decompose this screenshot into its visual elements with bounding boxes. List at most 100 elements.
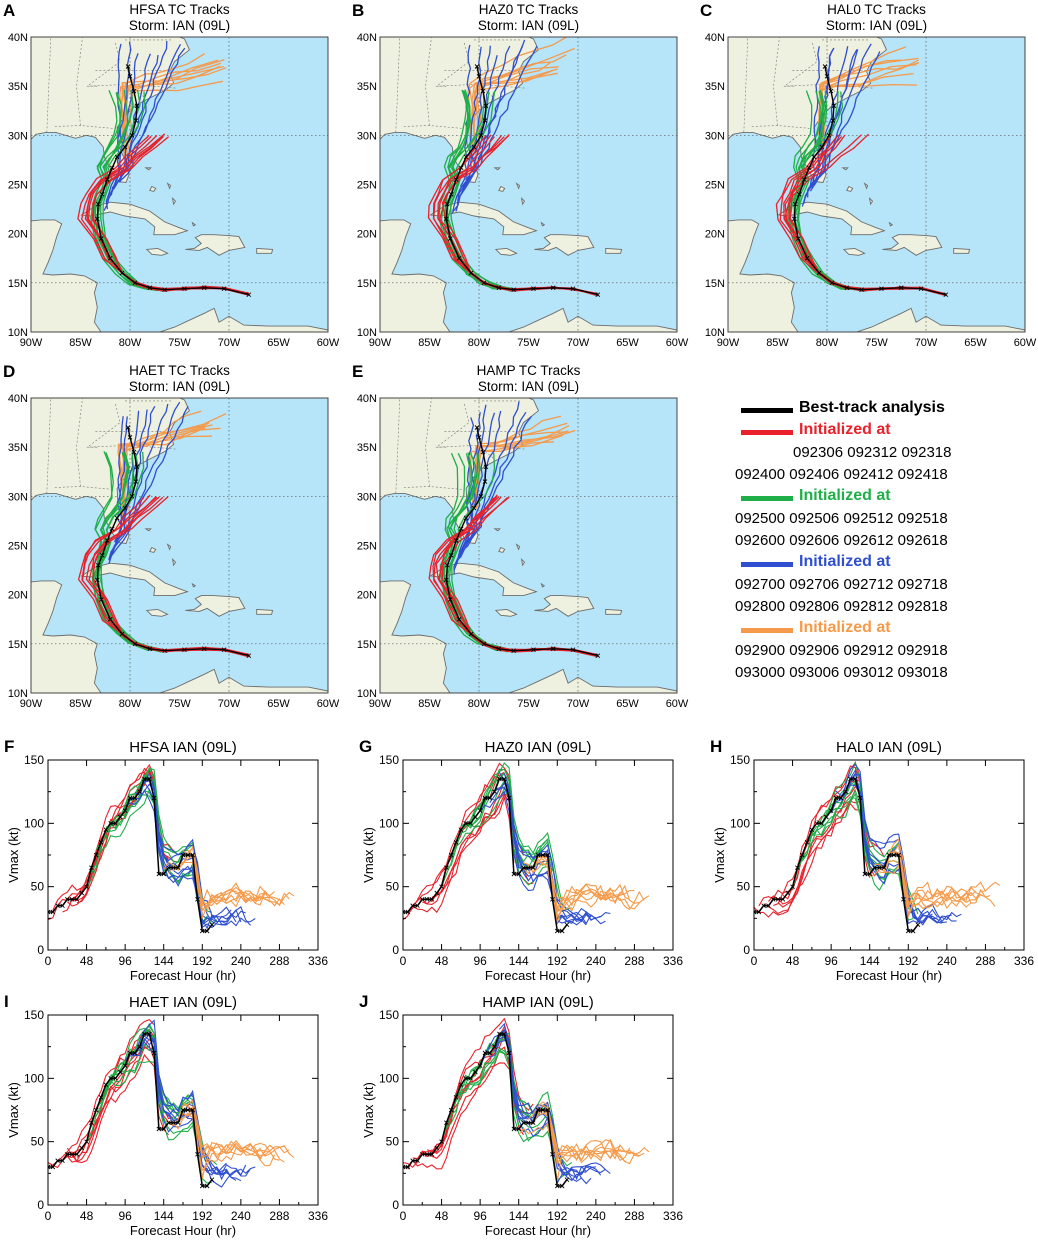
panel-letter: D	[3, 362, 15, 381]
best-track-marker-11	[96, 562, 101, 568]
x-tick-label: 0	[45, 954, 52, 968]
x-tick-label: 0	[751, 954, 758, 968]
vmax-best-marker-17	[833, 795, 839, 801]
vmax-best-marker-33	[204, 1183, 210, 1189]
best-track-marker-14	[458, 165, 464, 171]
x-tick-label: 144	[860, 954, 880, 968]
best-track-marker-4	[162, 287, 167, 293]
vmax-best-marker-13	[463, 821, 468, 826]
landmass-7	[493, 528, 501, 532]
vmax-best-marker-7	[785, 890, 791, 896]
best-track-marker-10	[95, 577, 100, 583]
vmax-green-10	[100, 1043, 203, 1179]
x-tick-label: 48	[80, 954, 94, 968]
track-orange-4	[122, 410, 202, 517]
lat-tick-label: 25N	[357, 541, 377, 553]
vmax-best-marker-3	[766, 903, 771, 908]
lon-tick-label: 85W	[69, 698, 92, 710]
track-blue-2	[108, 410, 140, 561]
best-track-marker-20	[131, 88, 137, 94]
map-subtitle: Storm: IAN (09L)	[478, 18, 579, 33]
track-blue-7	[455, 46, 538, 212]
best-track-marker-22	[474, 64, 480, 69]
vmax-best-marker-12	[809, 827, 815, 832]
vmax-best-marker-33	[204, 928, 210, 934]
best-track-marker-2	[550, 285, 556, 291]
panel-letter: F	[4, 737, 14, 756]
legend-init-times: 092700 092706 092712 092718	[735, 576, 948, 593]
best-track-marker-9	[98, 236, 104, 241]
vmax-best-marker-16	[122, 808, 128, 813]
x-tick-label: 192	[192, 1209, 212, 1223]
vmax-best-marker-26	[526, 1120, 531, 1125]
best-track-marker-4	[162, 648, 167, 654]
vmax-best-marker-30	[896, 852, 901, 858]
vmax-best-marker-20	[497, 776, 502, 782]
lon-tick-label: 85W	[766, 337, 789, 349]
best-track-marker-10	[95, 216, 100, 222]
legend-best-label: Best-track analysis	[799, 399, 945, 416]
lat-tick-label: 40N	[8, 393, 28, 405]
vmax-best-marker-34	[915, 922, 921, 927]
intensity-title: HAZ0 IAN (09L)	[485, 739, 592, 756]
vmax-best-marker-33	[559, 928, 565, 934]
landmass-9	[515, 182, 521, 190]
vmax-best-marker-6	[429, 1152, 435, 1157]
best-track-marker-12	[796, 192, 802, 197]
landmass-10	[171, 196, 177, 206]
vmax-blue-20	[859, 800, 962, 925]
best-track-marker-12	[448, 553, 454, 558]
lon-tick-label: 90W	[20, 698, 43, 710]
legend-group-red: Initialized at	[735, 420, 1035, 442]
x-tick-label: 96	[473, 954, 487, 968]
y-tick-label: 50	[31, 1135, 45, 1149]
best-track-marker-1	[570, 647, 576, 653]
landmass-7	[144, 167, 152, 171]
best-track-marker-3	[879, 286, 884, 292]
x-tick-label: 336	[308, 1209, 328, 1223]
vmax-best-marker-27	[175, 1120, 181, 1125]
best-track-marker-20	[828, 88, 834, 94]
map-layers	[31, 398, 328, 693]
x-tick-label: 336	[663, 954, 683, 968]
state-border-1	[425, 37, 432, 126]
vmax-best-marker-6	[780, 897, 786, 902]
map-title: HAL0 TC Tracks	[827, 2, 926, 17]
landmass-11	[540, 582, 546, 588]
map-panel-A: 90W 85W 80W 75W 70W 65W 60W 10N 15N 20N 25N 30N 35N 4…	[3, 1, 340, 349]
vmax-best-marker-22	[857, 795, 863, 801]
intensity-layers	[48, 1018, 295, 1189]
panel-letter: G	[359, 737, 372, 756]
vmax-best-marker-25	[166, 1120, 171, 1125]
vmax-red-4	[66, 1053, 169, 1164]
legend-init-times: 093000 093006 093012 093018	[735, 664, 948, 681]
vmax-best-marker-8	[439, 1139, 444, 1144]
vmax-best-marker-33	[559, 1183, 565, 1189]
landmass-2	[508, 307, 677, 332]
vmax-best-marker-22	[151, 795, 157, 801]
best-track-marker-17	[826, 133, 832, 138]
x-tick-label: 48	[435, 954, 449, 968]
vmax-best-marker-32	[554, 1183, 560, 1189]
vmax-orange-26	[893, 851, 996, 910]
vmax-best-marker-4	[64, 897, 70, 902]
best-track-marker-19	[483, 464, 489, 470]
panel-letter: H	[710, 737, 722, 756]
track-blue-3	[811, 46, 849, 189]
lat-tick-label: 10N	[8, 688, 28, 700]
landmass-1	[380, 219, 451, 332]
landmass-11	[888, 221, 894, 227]
legend: Best-track analysis Initialized at 092306…	[735, 398, 1035, 684]
y-tick-label: 0	[37, 943, 44, 957]
intensity-title: HAET IAN (09L)	[129, 994, 237, 1011]
vmax-best-marker-14	[113, 1076, 118, 1081]
lat-tick-label: 35N	[357, 81, 377, 93]
vmax-best-marker-19	[492, 789, 497, 794]
best-track-marker-22	[474, 425, 480, 430]
best-track-marker-2	[201, 646, 207, 652]
best-track-marker-21	[127, 74, 133, 79]
lat-tick-label: 10N	[8, 327, 28, 339]
map-subtitle: Storm: IAN (09L)	[478, 379, 579, 394]
vmax-best-marker-5	[424, 897, 430, 902]
landmass-2	[159, 668, 328, 693]
